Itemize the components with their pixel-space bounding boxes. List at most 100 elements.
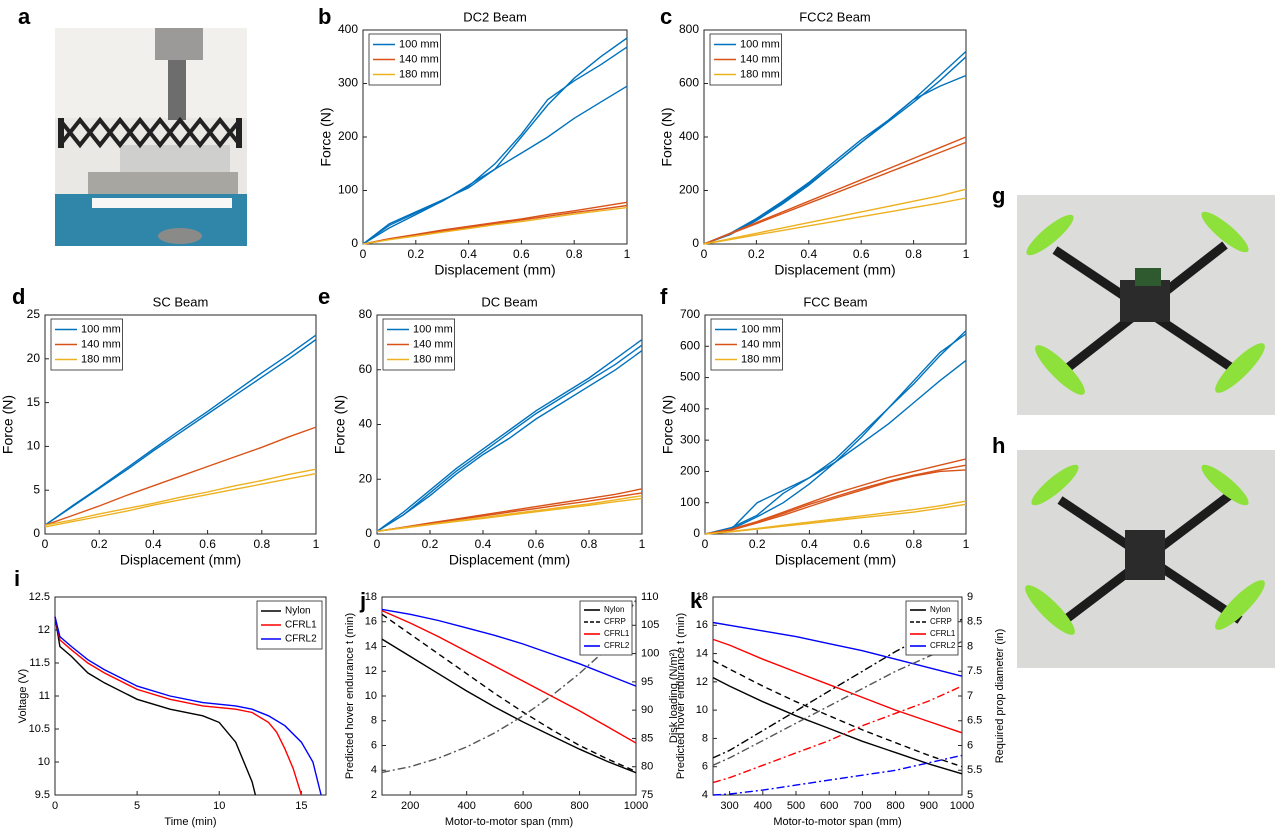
data-line <box>704 333 967 535</box>
data-line <box>703 74 967 245</box>
y-tick-label: 10 <box>38 756 50 768</box>
y-tick-label: 11 <box>39 690 50 702</box>
y-tick-label: 100 <box>338 183 358 197</box>
y-tick-label: 0 <box>693 526 700 540</box>
y-axis-label: Force (N) <box>659 107 675 166</box>
data-line <box>703 136 967 245</box>
y-tick-label: 0 <box>351 236 358 250</box>
y-tick-label: 16 <box>696 619 708 631</box>
x-tick-label: 1 <box>624 247 631 261</box>
legend-label: 140 mm <box>81 338 121 350</box>
x-tick-label: 700 <box>853 800 871 812</box>
y-tick-label: 200 <box>338 129 358 143</box>
y2-tick-label: 85 <box>641 732 653 744</box>
x-tick-label: 600 <box>514 800 532 812</box>
legend-label: 100 mm <box>740 38 780 50</box>
legend-label: 180 mm <box>413 353 453 365</box>
y2-tick-label: 6.5 <box>967 715 982 727</box>
y-tick-label: 14 <box>365 640 377 652</box>
legend-label: 140 mm <box>399 53 439 65</box>
legend-label: CFRL1 <box>930 629 956 638</box>
legend-label: 100 mm <box>399 38 439 50</box>
data-line <box>712 685 963 784</box>
y2-tick-label: 5.5 <box>967 764 982 776</box>
data-line <box>44 338 317 526</box>
y-tick-label: 4 <box>702 789 708 801</box>
y-tick-label: 25 <box>27 307 41 321</box>
legend-label: 180 mm <box>741 353 781 365</box>
legend-label: 100 mm <box>741 323 781 335</box>
chart-title: DC Beam <box>481 294 537 309</box>
x-tick-label: 600 <box>820 800 838 812</box>
data-line <box>381 599 637 774</box>
data-line <box>376 344 643 532</box>
data-line <box>712 621 963 677</box>
x-tick-label: 0.6 <box>528 537 545 551</box>
data-line <box>381 638 637 774</box>
legend-label: CFRL2 <box>285 634 317 645</box>
x-axis-label: Displacement (mm) <box>775 552 896 568</box>
chart-title: FCC2 Beam <box>799 9 871 24</box>
data-line <box>703 50 967 245</box>
data-line <box>376 350 643 532</box>
panel-letter: f <box>660 284 668 309</box>
data-line <box>381 609 637 744</box>
data-line <box>44 468 317 526</box>
y-tick-label: 12 <box>696 676 708 688</box>
x-tick-label: 900 <box>920 800 938 812</box>
data-line <box>362 46 628 245</box>
y2-tick-label: 75 <box>641 789 653 801</box>
x-tick-label: 0.2 <box>748 247 765 261</box>
data-line <box>376 339 643 532</box>
panel-letter: e <box>318 284 330 309</box>
x-tick-label: 0.6 <box>513 247 530 261</box>
chart: j 200 400 600 800 1000 2 4 6 8 10 12 14 16 18 75 80 85 90 9… <box>344 588 680 828</box>
y2-tick-label: 80 <box>641 761 653 773</box>
y-tick-label: 18 <box>365 591 377 603</box>
x-tick-label: 0.4 <box>800 247 817 261</box>
data-line <box>704 469 967 535</box>
y-tick-label: 8 <box>371 715 377 727</box>
y-tick-label: 40 <box>359 417 373 431</box>
y-tick-label: 16 <box>365 616 377 628</box>
x-tick-label: 15 <box>295 800 307 812</box>
y-tick-label: 10.5 <box>29 723 50 735</box>
y-tick-label: 6 <box>371 739 377 751</box>
data-line <box>703 141 967 245</box>
data-line <box>704 359 967 535</box>
x-tick-label: 0.8 <box>581 537 598 551</box>
y2-tick-label: 8.5 <box>967 616 982 628</box>
y-tick-label: 400 <box>338 22 358 36</box>
x-tick-label: 1 <box>313 537 320 551</box>
y-axis-label: Force (N) <box>318 107 334 166</box>
legend-label: 180 mm <box>399 68 439 80</box>
y-tick-label: 5 <box>33 482 40 496</box>
data-line <box>703 188 967 245</box>
y2-tick-label: 110 <box>641 591 659 603</box>
y-tick-label: 0 <box>692 236 699 250</box>
x-tick-label: 300 <box>720 800 738 812</box>
x-tick-label: 10 <box>213 800 225 812</box>
legend-label: 140 mm <box>740 53 780 65</box>
data-line <box>704 500 967 535</box>
x-axis-label: Motor-to-motor span (mm) <box>773 816 901 828</box>
x-tick-label: 1 <box>963 537 970 551</box>
data-line <box>44 472 317 528</box>
panel-letter: a <box>18 4 31 29</box>
x-tick-label: 200 <box>401 800 419 812</box>
x-tick-label: 0 <box>701 247 708 261</box>
y-tick-label: 600 <box>679 76 699 90</box>
y-tick-label: 18 <box>696 591 708 603</box>
data-line <box>362 204 628 245</box>
y2-tick-label: 6 <box>967 739 973 751</box>
legend-label: Nylon <box>604 605 624 614</box>
legend-label: Nylon <box>930 605 950 614</box>
y-tick-label: 12 <box>38 624 50 636</box>
x-tick-label: 1000 <box>624 800 648 812</box>
x-tick-label: 0 <box>52 800 58 812</box>
chart: i 0 5 10 15 9.5 10 10.5 11 11.5 12 12.5 Time (min) Vo… <box>14 566 327 828</box>
chart: f FCC Beam 0 0.2 0.4 0.6 0.8 1 0 100 200 300 400 500 6… <box>660 284 970 568</box>
y-axis-label: Predicted hover endurance t (min) <box>675 613 687 779</box>
y-tick-label: 400 <box>679 129 699 143</box>
